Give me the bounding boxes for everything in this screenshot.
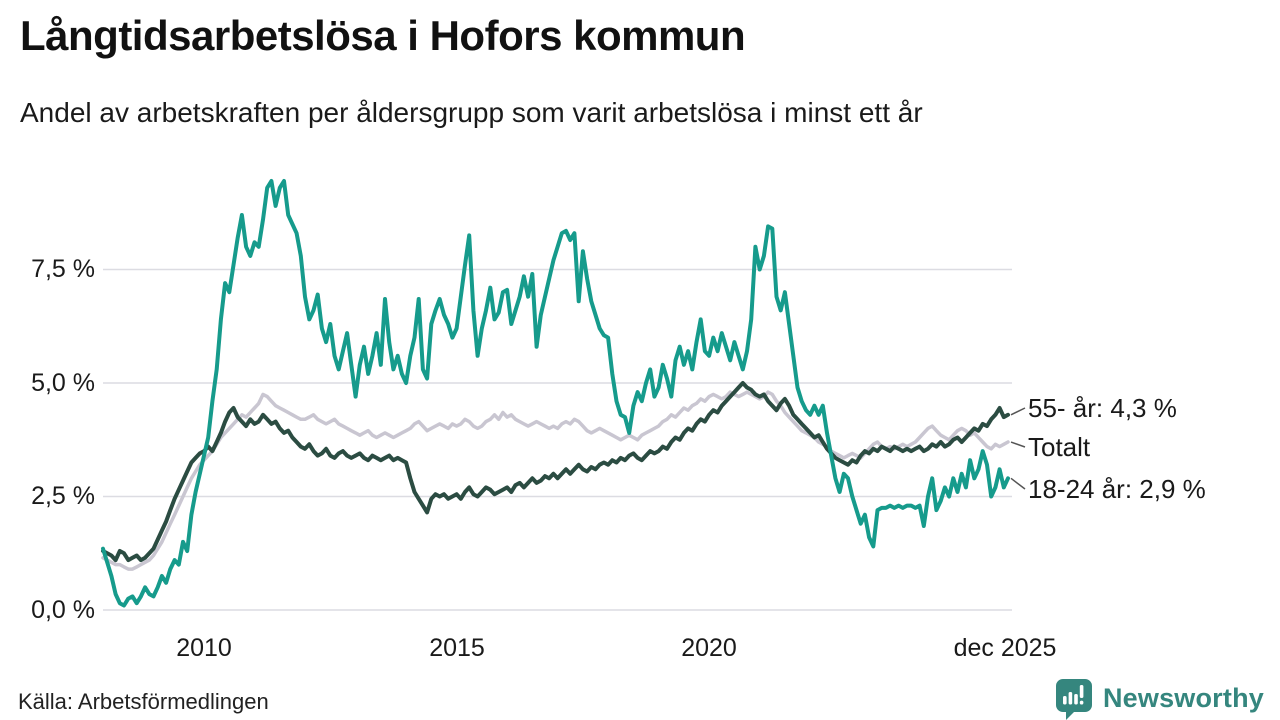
y-axis-tick-label: 2,5 % (31, 482, 95, 510)
x-axis-tick-label: 2010 (176, 634, 232, 662)
label-connector (1010, 407, 1026, 416)
y-axis-tick-label: 0,0 % (31, 596, 95, 624)
label-connector (1010, 441, 1026, 448)
x-axis-tick-label: dec 2025 (953, 634, 1057, 662)
series-line-Totalt (101, 390, 1010, 571)
series-end-label-18-24: 18-24 år: 2,9 % (1028, 474, 1206, 504)
y-axis-tick-label: 5,0 % (31, 369, 95, 397)
newsworthy-speech-bubble-bar-chart-icon (1055, 679, 1092, 720)
x-axis-tick-label: 2020 (681, 634, 737, 662)
y-axis-tick-label: 7,5 % (31, 255, 95, 283)
newsworthy-logo: Newsworthy (1054, 677, 1264, 720)
page-title: Långtidsarbetslösa i Hofors kommun (20, 12, 746, 59)
source-note: Källa: Arbetsförmedlingen (18, 689, 269, 714)
series-line-55- år (101, 381, 1010, 563)
page-subtitle: Andel av arbetskraften per åldersgrupp s… (20, 97, 923, 128)
series-end-label-totalt: Totalt (1028, 432, 1091, 462)
series-end-label-55plus: 55- år: 4,3 % (1028, 393, 1177, 423)
label-connector (1010, 477, 1026, 490)
series-line-18-24 år (101, 179, 1010, 608)
newsworthy-wordmark: Newsworthy (1102, 683, 1264, 713)
x-axis-tick-label: 2015 (429, 634, 485, 662)
